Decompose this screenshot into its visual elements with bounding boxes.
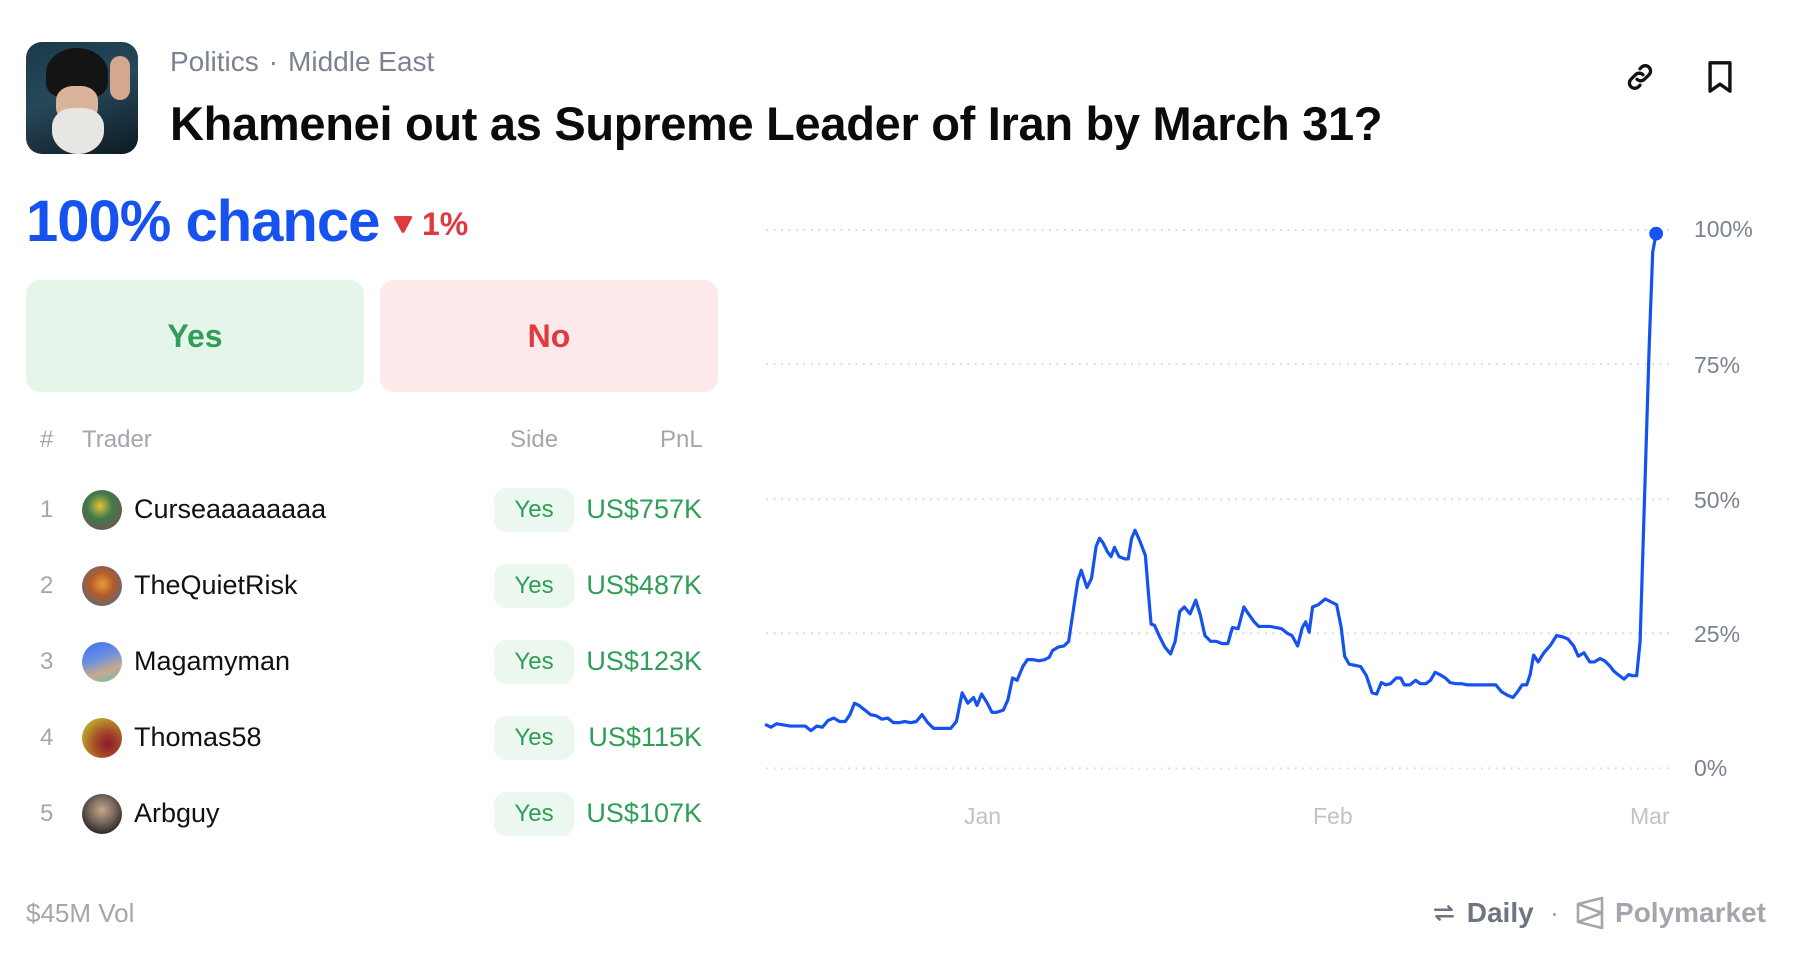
trader-name[interactable]: Thomas58: [134, 722, 262, 752]
breadcrumb: Politics · Middle East: [170, 46, 434, 78]
market-title: Khamenei out as Supreme Leader of Iran b…: [170, 97, 1383, 150]
link-icon: [1627, 64, 1653, 90]
leaderboard-row[interactable]: 1 Curseaaaaaaaa Yes US$757K: [0, 480, 720, 540]
column-header-pnl: PnL: [660, 426, 703, 453]
y-tick-label: 100%: [1694, 216, 1753, 242]
x-tick-label: Feb: [1313, 803, 1353, 829]
bookmark-icon: [1708, 61, 1732, 93]
leaderboard-row[interactable]: 5 Arbguy Yes US$107K: [0, 784, 720, 844]
avatar: [82, 718, 122, 758]
avatar: [82, 566, 122, 606]
avatar: [82, 490, 122, 530]
pnl-value: US$757K: [586, 494, 702, 524]
buy-yes-button[interactable]: Yes: [26, 280, 364, 392]
chance-value: 100% chance: [26, 189, 380, 254]
trader-name[interactable]: Magamyman: [134, 646, 291, 676]
market-thumbnail: [26, 42, 138, 154]
row-rank: 5: [40, 800, 54, 827]
trader-name[interactable]: Arbguy: [134, 798, 220, 828]
pnl-value: US$115K: [588, 722, 702, 752]
side-badge: Yes: [494, 488, 574, 532]
breadcrumb-category[interactable]: Politics: [170, 46, 259, 77]
side-badge: Yes: [494, 640, 574, 684]
triangle-down-icon: [393, 215, 413, 233]
x-tick-label: Jan: [964, 803, 1002, 829]
avatar: [82, 642, 122, 682]
brand-name: Polymarket: [1615, 897, 1766, 928]
trader-name[interactable]: TheQuietRisk: [134, 570, 298, 600]
chart-line: [764, 232, 1658, 733]
trader-name[interactable]: Curseaaaaaaaa: [134, 494, 327, 524]
y-tick-label: 0%: [1694, 755, 1728, 781]
chart-current-point: [1649, 226, 1664, 241]
row-rank: 1: [40, 496, 54, 523]
leaderboard-row[interactable]: 4 Thomas58 Yes US$115K: [0, 708, 720, 768]
repeat-icon: [1433, 905, 1454, 921]
x-tick-label: Mar: [1630, 803, 1670, 829]
row-rank: 4: [40, 724, 54, 751]
y-tick-label: 75%: [1694, 352, 1741, 378]
polymarket-logo-icon: [1576, 896, 1604, 930]
interval-label: Daily: [1466, 897, 1534, 928]
breadcrumb-separator: ·: [268, 46, 279, 77]
chart-gridlines: [766, 229, 1675, 770]
buy-no-button[interactable]: No: [380, 280, 718, 392]
breadcrumb-subcategory[interactable]: Middle East: [288, 46, 435, 77]
row-rank: 3: [40, 648, 54, 675]
footer-separator: ·: [1549, 897, 1560, 928]
bookmark-button[interactable]: [1697, 54, 1743, 100]
leaderboard-row[interactable]: 2 TheQuietRisk Yes US$487K: [0, 556, 720, 616]
side-badge: Yes: [494, 792, 574, 836]
copy-link-button[interactable]: [1617, 54, 1663, 100]
row-rank: 2: [40, 572, 54, 599]
footer-right: Daily · Polymarket: [1431, 896, 1766, 930]
column-header-trader: Trader: [82, 426, 152, 453]
interval-toggle[interactable]: Daily: [1431, 897, 1534, 929]
pnl-value: US$123K: [586, 646, 702, 676]
pnl-value: US$107K: [586, 798, 702, 828]
column-header-rank: #: [40, 426, 54, 453]
y-tick-label: 50%: [1694, 487, 1741, 513]
volume-label: $45M Vol: [26, 898, 135, 928]
side-badge: Yes: [494, 716, 574, 760]
column-header-side: Side: [510, 426, 559, 453]
side-badge: Yes: [494, 564, 574, 608]
avatar: [82, 794, 122, 834]
pnl-value: US$487K: [586, 570, 702, 600]
chance-change-value: 1%: [422, 206, 469, 242]
leaderboard-row[interactable]: 3 Magamyman Yes US$123K: [0, 632, 720, 692]
chance-change: 1%: [392, 206, 468, 243]
y-tick-label: 25%: [1694, 621, 1741, 647]
polymarket-brand[interactable]: Polymarket: [1575, 896, 1766, 930]
